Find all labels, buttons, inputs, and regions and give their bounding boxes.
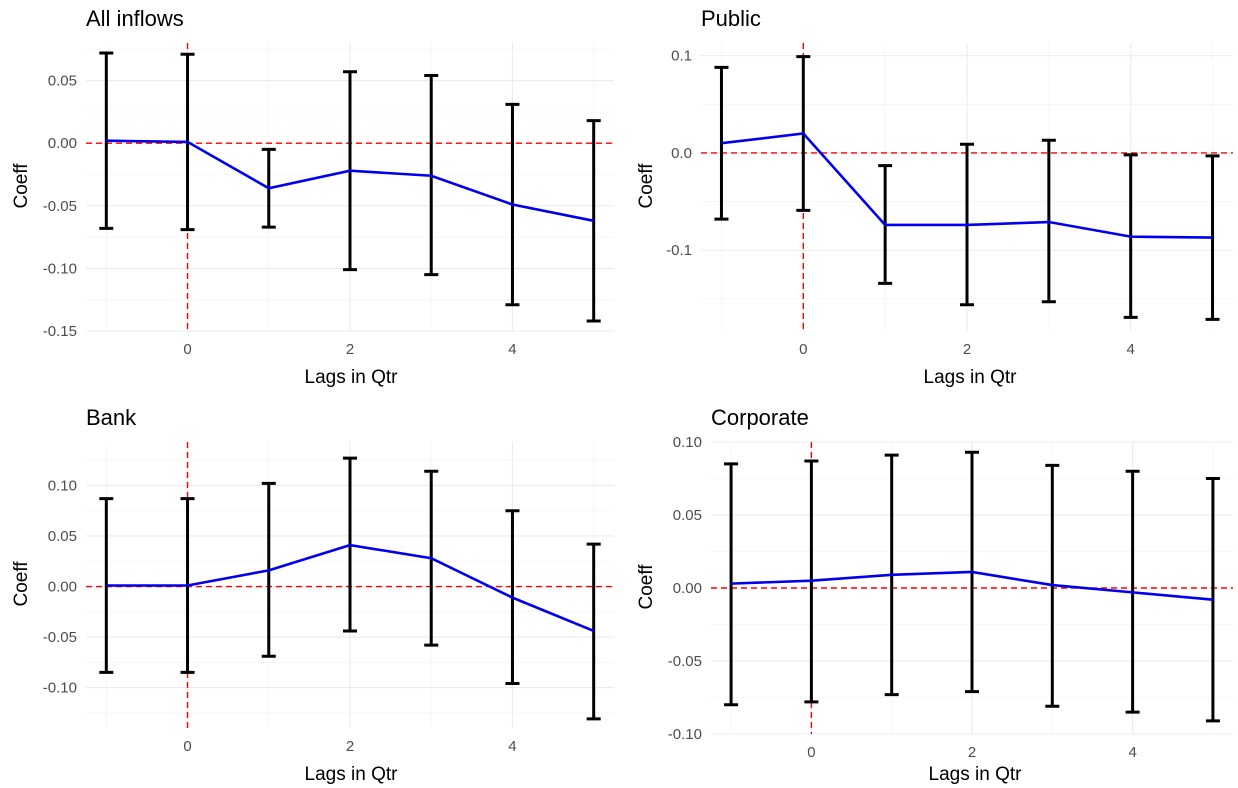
x-axis-title: Lags in Qtr: [929, 764, 1023, 785]
x-tick-label: 4: [508, 341, 516, 358]
x-tick-label: 0: [807, 744, 815, 761]
chart-title: Corporate: [711, 405, 809, 430]
y-tick-label: -0.05: [668, 653, 702, 670]
x-tick-label: 2: [963, 341, 971, 358]
y-tick-label: -0.15: [43, 323, 77, 340]
series-line: [721, 132, 1213, 239]
y-tick-label: -0.10: [43, 260, 77, 277]
x-tick-label: 4: [1127, 341, 1135, 358]
error-bar: [724, 462, 739, 707]
series-line: [731, 570, 1214, 601]
y-axis-title: Coeff: [11, 561, 32, 607]
y-tick-label: 0.10: [673, 434, 702, 451]
y-tick-label: 0.10: [48, 477, 77, 494]
y-axis-title: Coeff: [636, 163, 657, 209]
chart-all-inflows: All inflows 0 2 4 -0.15 -0.10 -0.05 0.00 0.05 L…: [11, 6, 614, 388]
y-tick-label: -0.10: [668, 726, 702, 743]
panel-corporate: Corporate 0 2 4 -0.10 -0.05 0.00 0.05 0.10 Lags…: [619, 394, 1238, 788]
y-tick-label: 0.00: [48, 579, 77, 596]
x-tick-label: 2: [968, 744, 976, 761]
y-tick-label: -0.1: [666, 242, 692, 259]
chart-title: Public: [701, 6, 761, 31]
y-tick-label: 0.00: [673, 580, 702, 597]
chart-bank: Bank 0 2 4 -0.10 -0.05 0.00 0.05 0.10 Lags in Q…: [11, 405, 614, 785]
series-line: [106, 543, 595, 633]
y-tick-label: -0.05: [43, 629, 77, 646]
x-tick-label: 0: [799, 341, 807, 358]
chart-title: All inflows: [86, 6, 184, 31]
x-tick-label: 4: [1128, 744, 1136, 761]
y-tick-label: -0.10: [43, 680, 77, 697]
y-tick-label: 0.05: [673, 507, 702, 524]
panel-all-inflows: All inflows 0 2 4 -0.15 -0.10 -0.05 0.00 0.05 L…: [0, 0, 619, 394]
y-tick-label: 0.1: [671, 48, 692, 65]
x-axis-title: Lags in Qtr: [924, 367, 1018, 388]
y-axis-title: Coeff: [636, 564, 657, 610]
x-tick-label: 2: [346, 341, 354, 358]
x-tick-label: 0: [183, 341, 191, 358]
y-tick-label: 0.0: [671, 145, 692, 162]
y-axis-title: Coeff: [11, 163, 32, 209]
error-bar: [586, 542, 601, 721]
x-tick-label: 0: [183, 738, 191, 755]
chart-public: Public 0 2 4 -0.1 0.0 0.1 Lags in Qtr Coeff: [636, 6, 1233, 388]
chart-corporate: Corporate 0 2 4 -0.10 -0.05 0.00 0.05 0.10 Lags…: [636, 405, 1233, 785]
y-tick-label: 0.00: [48, 135, 77, 152]
x-tick-label: 2: [346, 738, 354, 755]
chart-title: Bank: [86, 405, 137, 430]
y-tick-label: 0.05: [48, 528, 77, 545]
y-tick-label: 0.05: [48, 73, 77, 90]
series-line: [106, 139, 594, 223]
panel-bank: Bank 0 2 4 -0.10 -0.05 0.00 0.05 0.10 Lags in Q…: [0, 394, 619, 788]
x-axis-title: Lags in Qtr: [305, 367, 399, 388]
x-axis-title: Lags in Qtr: [305, 764, 399, 785]
y-tick-label: -0.05: [43, 198, 77, 215]
panel-public: Public 0 2 4 -0.1 0.0 0.1 Lags in Qtr Coeff: [619, 0, 1238, 394]
x-tick-label: 4: [508, 738, 516, 755]
